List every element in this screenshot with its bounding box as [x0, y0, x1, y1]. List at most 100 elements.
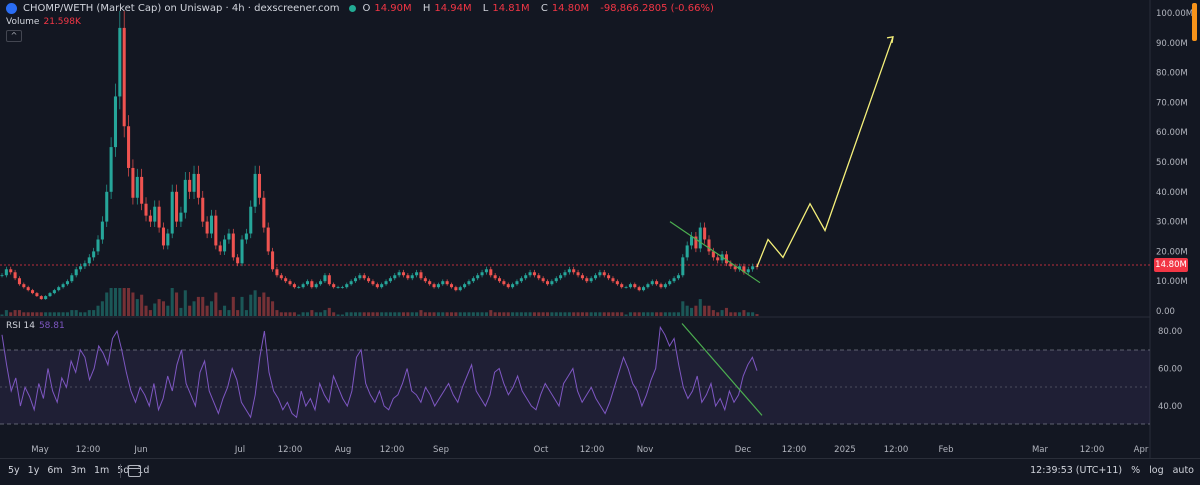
price-candle	[353, 278, 358, 282]
timeframe-1m[interactable]: 1m	[93, 465, 110, 476]
volume-bar	[153, 303, 157, 316]
volume-bar	[157, 299, 161, 316]
volume-bar	[109, 288, 113, 316]
price-candle	[0, 275, 4, 277]
price-candle	[642, 287, 646, 291]
price-axis-label: 20.00M	[1156, 247, 1188, 257]
volume-bar	[358, 312, 362, 316]
time-axis-label: 12:00	[278, 445, 303, 455]
price-candle	[419, 272, 423, 279]
volume-bar	[4, 310, 8, 316]
ohlc-close-value: 14.80M	[551, 3, 590, 14]
time-axis-label: Aug	[335, 445, 352, 455]
volume-bar	[690, 307, 694, 316]
price-axis-label: 60.00M	[1156, 128, 1188, 138]
price-candle	[188, 179, 192, 192]
timeframe-1y[interactable]: 1y	[27, 465, 40, 476]
price-candle	[39, 296, 43, 300]
price-candle	[423, 278, 427, 282]
timeframe-5d[interactable]: 5d	[117, 465, 130, 476]
price-candle	[393, 275, 397, 279]
price-candle	[109, 147, 113, 192]
time-axis-label: 12:00	[380, 445, 405, 455]
price-candle	[244, 233, 248, 240]
price-candle	[624, 287, 628, 288]
volume-bar	[724, 307, 728, 316]
volume-bar	[751, 312, 755, 316]
volume-bar	[105, 292, 109, 316]
volume-bar	[585, 312, 589, 316]
auto-toggle[interactable]: auto	[1172, 465, 1194, 476]
price-candle	[201, 197, 205, 222]
volume-bar	[655, 312, 659, 316]
volume-bar	[271, 301, 275, 316]
token-logo-icon	[6, 3, 17, 14]
volume-bar	[506, 312, 510, 316]
volume-bar	[314, 312, 318, 316]
volume-bar	[410, 312, 414, 316]
timeframe-3m[interactable]: 3m	[70, 465, 86, 476]
price-candle	[593, 275, 598, 279]
volume-bar	[22, 312, 26, 316]
volume-bar	[428, 312, 432, 316]
price-candle	[541, 278, 545, 282]
volume-bar	[432, 312, 436, 316]
volume-bar	[484, 312, 488, 316]
volume-bar	[694, 305, 698, 316]
volume-bar	[266, 296, 270, 316]
volume-bar	[698, 299, 702, 316]
volume-bar	[113, 288, 117, 316]
ohlc-open-label: O	[362, 3, 371, 14]
percent-toggle[interactable]: %	[1131, 465, 1141, 476]
volume-bar	[367, 312, 371, 316]
price-candle	[729, 263, 733, 267]
timeframe-6m[interactable]: 6m	[47, 465, 63, 476]
price-axis: 100.00M 90.00M 80.00M 70.00M 60.00M 50.00M 40.…	[1156, 9, 1193, 317]
price-candle	[463, 284, 467, 288]
go-to-date-icon[interactable]	[128, 465, 141, 477]
volume-bar	[257, 296, 262, 316]
log-toggle[interactable]: log	[1149, 465, 1164, 476]
volume-bar	[397, 312, 401, 316]
price-candle	[170, 191, 174, 234]
volume-bar	[70, 310, 74, 316]
volume-bar	[572, 312, 576, 316]
timeframe-1d[interactable]: 1d	[137, 465, 150, 476]
volume-bar	[598, 312, 602, 316]
volume-bar	[122, 288, 126, 316]
price-candle	[332, 284, 336, 288]
volume-bar	[371, 312, 375, 316]
timeframe-5y[interactable]: 5y	[8, 465, 20, 476]
volume-bar	[17, 310, 21, 316]
volume-bar	[467, 312, 471, 316]
price-candle	[196, 173, 200, 198]
volume-bar	[607, 312, 611, 316]
volume-bar	[244, 310, 248, 316]
volume-bar	[380, 312, 384, 316]
volume-bar	[685, 305, 689, 316]
price-candle	[620, 284, 624, 288]
collapse-legend-button[interactable]: ^	[6, 30, 22, 42]
price-candle	[310, 281, 314, 288]
price-candle	[668, 281, 672, 285]
price-candle	[515, 281, 519, 285]
price-candle	[633, 284, 637, 288]
volume-legend: Volume 21.598K	[6, 17, 81, 27]
volume-bar	[297, 314, 301, 316]
volume-bar	[183, 290, 187, 316]
price-scale-handle[interactable]	[1192, 3, 1197, 41]
rsi-axis: 80.00 60.00 40.00	[1158, 327, 1182, 412]
price-candle	[35, 293, 39, 297]
price-candle	[738, 266, 742, 270]
price-candle	[257, 173, 262, 198]
price-candle	[401, 272, 406, 276]
price-axis-label: 50.00M	[1156, 158, 1188, 168]
price-candle	[375, 284, 379, 288]
price-candle	[249, 206, 253, 234]
volume-bar	[100, 301, 104, 316]
price-candle	[458, 287, 462, 291]
rsi-series	[1, 325, 758, 419]
volume-bar	[127, 288, 131, 316]
rsi-legend: RSI 14 58.81	[6, 321, 65, 331]
